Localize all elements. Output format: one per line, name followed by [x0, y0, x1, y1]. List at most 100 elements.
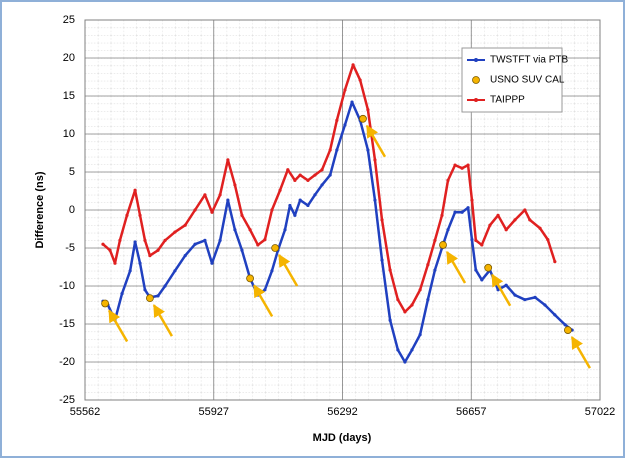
point [418, 288, 422, 292]
cal-point [359, 114, 367, 123]
point [320, 168, 324, 172]
point [563, 323, 567, 327]
point [343, 123, 347, 127]
point [328, 173, 332, 177]
point [350, 100, 354, 104]
point [226, 158, 230, 162]
y-tick-label: -5 [65, 242, 75, 254]
point [396, 298, 400, 302]
y-tick-label: 5 [69, 166, 75, 178]
point [543, 303, 547, 307]
point [240, 248, 244, 252]
cal-point [246, 274, 254, 283]
point [183, 223, 187, 227]
point [148, 254, 152, 258]
point [233, 228, 237, 232]
point [373, 198, 377, 202]
point [453, 210, 457, 214]
y-axis-title: Difference (ns) [34, 171, 46, 248]
point [306, 178, 310, 182]
point [163, 238, 167, 242]
point [173, 269, 177, 273]
y-tick-label: -10 [59, 280, 75, 292]
arrow [570, 335, 591, 369]
arrow [253, 284, 274, 318]
cal-point [484, 263, 493, 272]
point [156, 294, 160, 298]
point [460, 166, 464, 170]
point [270, 269, 274, 273]
point [488, 223, 492, 227]
point [278, 188, 282, 192]
point [366, 148, 370, 152]
point [396, 348, 400, 352]
point [496, 213, 500, 217]
point [210, 210, 214, 214]
point [143, 238, 147, 242]
point [546, 238, 550, 242]
point [410, 303, 414, 307]
cal-point [271, 244, 280, 252]
arrow [152, 304, 173, 337]
point [446, 228, 450, 232]
point [101, 242, 105, 246]
point [533, 295, 537, 299]
point [143, 288, 147, 292]
point [410, 348, 414, 352]
point [466, 206, 470, 210]
point [474, 268, 478, 272]
x-tick-label: 56657 [456, 406, 487, 418]
point [128, 269, 132, 273]
legend-label: TWSTFT via PTB [490, 55, 568, 66]
point [133, 240, 137, 244]
point [480, 243, 484, 247]
point [286, 168, 290, 172]
point [496, 288, 500, 292]
point [125, 213, 129, 217]
point [351, 63, 355, 67]
point [118, 238, 122, 242]
point [193, 242, 197, 246]
point [373, 158, 377, 162]
y-tick-label: 15 [63, 90, 75, 102]
point [358, 78, 362, 82]
point [313, 193, 317, 197]
point [426, 263, 430, 267]
point [366, 108, 370, 112]
arrow [278, 253, 299, 287]
point [163, 284, 167, 288]
x-tick-label: 55927 [198, 406, 229, 418]
point [138, 213, 142, 217]
point [270, 208, 274, 212]
point [335, 118, 339, 122]
point [418, 333, 422, 337]
point [474, 238, 478, 242]
point [263, 288, 267, 292]
point [470, 238, 474, 242]
arrow [445, 250, 467, 284]
point [248, 228, 252, 232]
point [426, 298, 430, 302]
point [523, 298, 527, 302]
point [293, 213, 297, 217]
point [523, 208, 527, 212]
point [113, 261, 117, 265]
x-tick-label: 56292 [327, 406, 358, 418]
point [183, 254, 187, 258]
point [218, 238, 222, 242]
point [193, 208, 197, 212]
point [226, 198, 230, 202]
cal-point [146, 294, 154, 303]
y-tick-label: 25 [63, 14, 75, 26]
cal-point [564, 326, 572, 334]
point [218, 193, 222, 197]
cal-point [101, 299, 110, 308]
point [233, 183, 237, 187]
point [335, 148, 339, 152]
point [283, 228, 287, 232]
cal-point [439, 241, 447, 249]
point [433, 268, 437, 272]
point [133, 188, 137, 192]
point [306, 203, 310, 208]
